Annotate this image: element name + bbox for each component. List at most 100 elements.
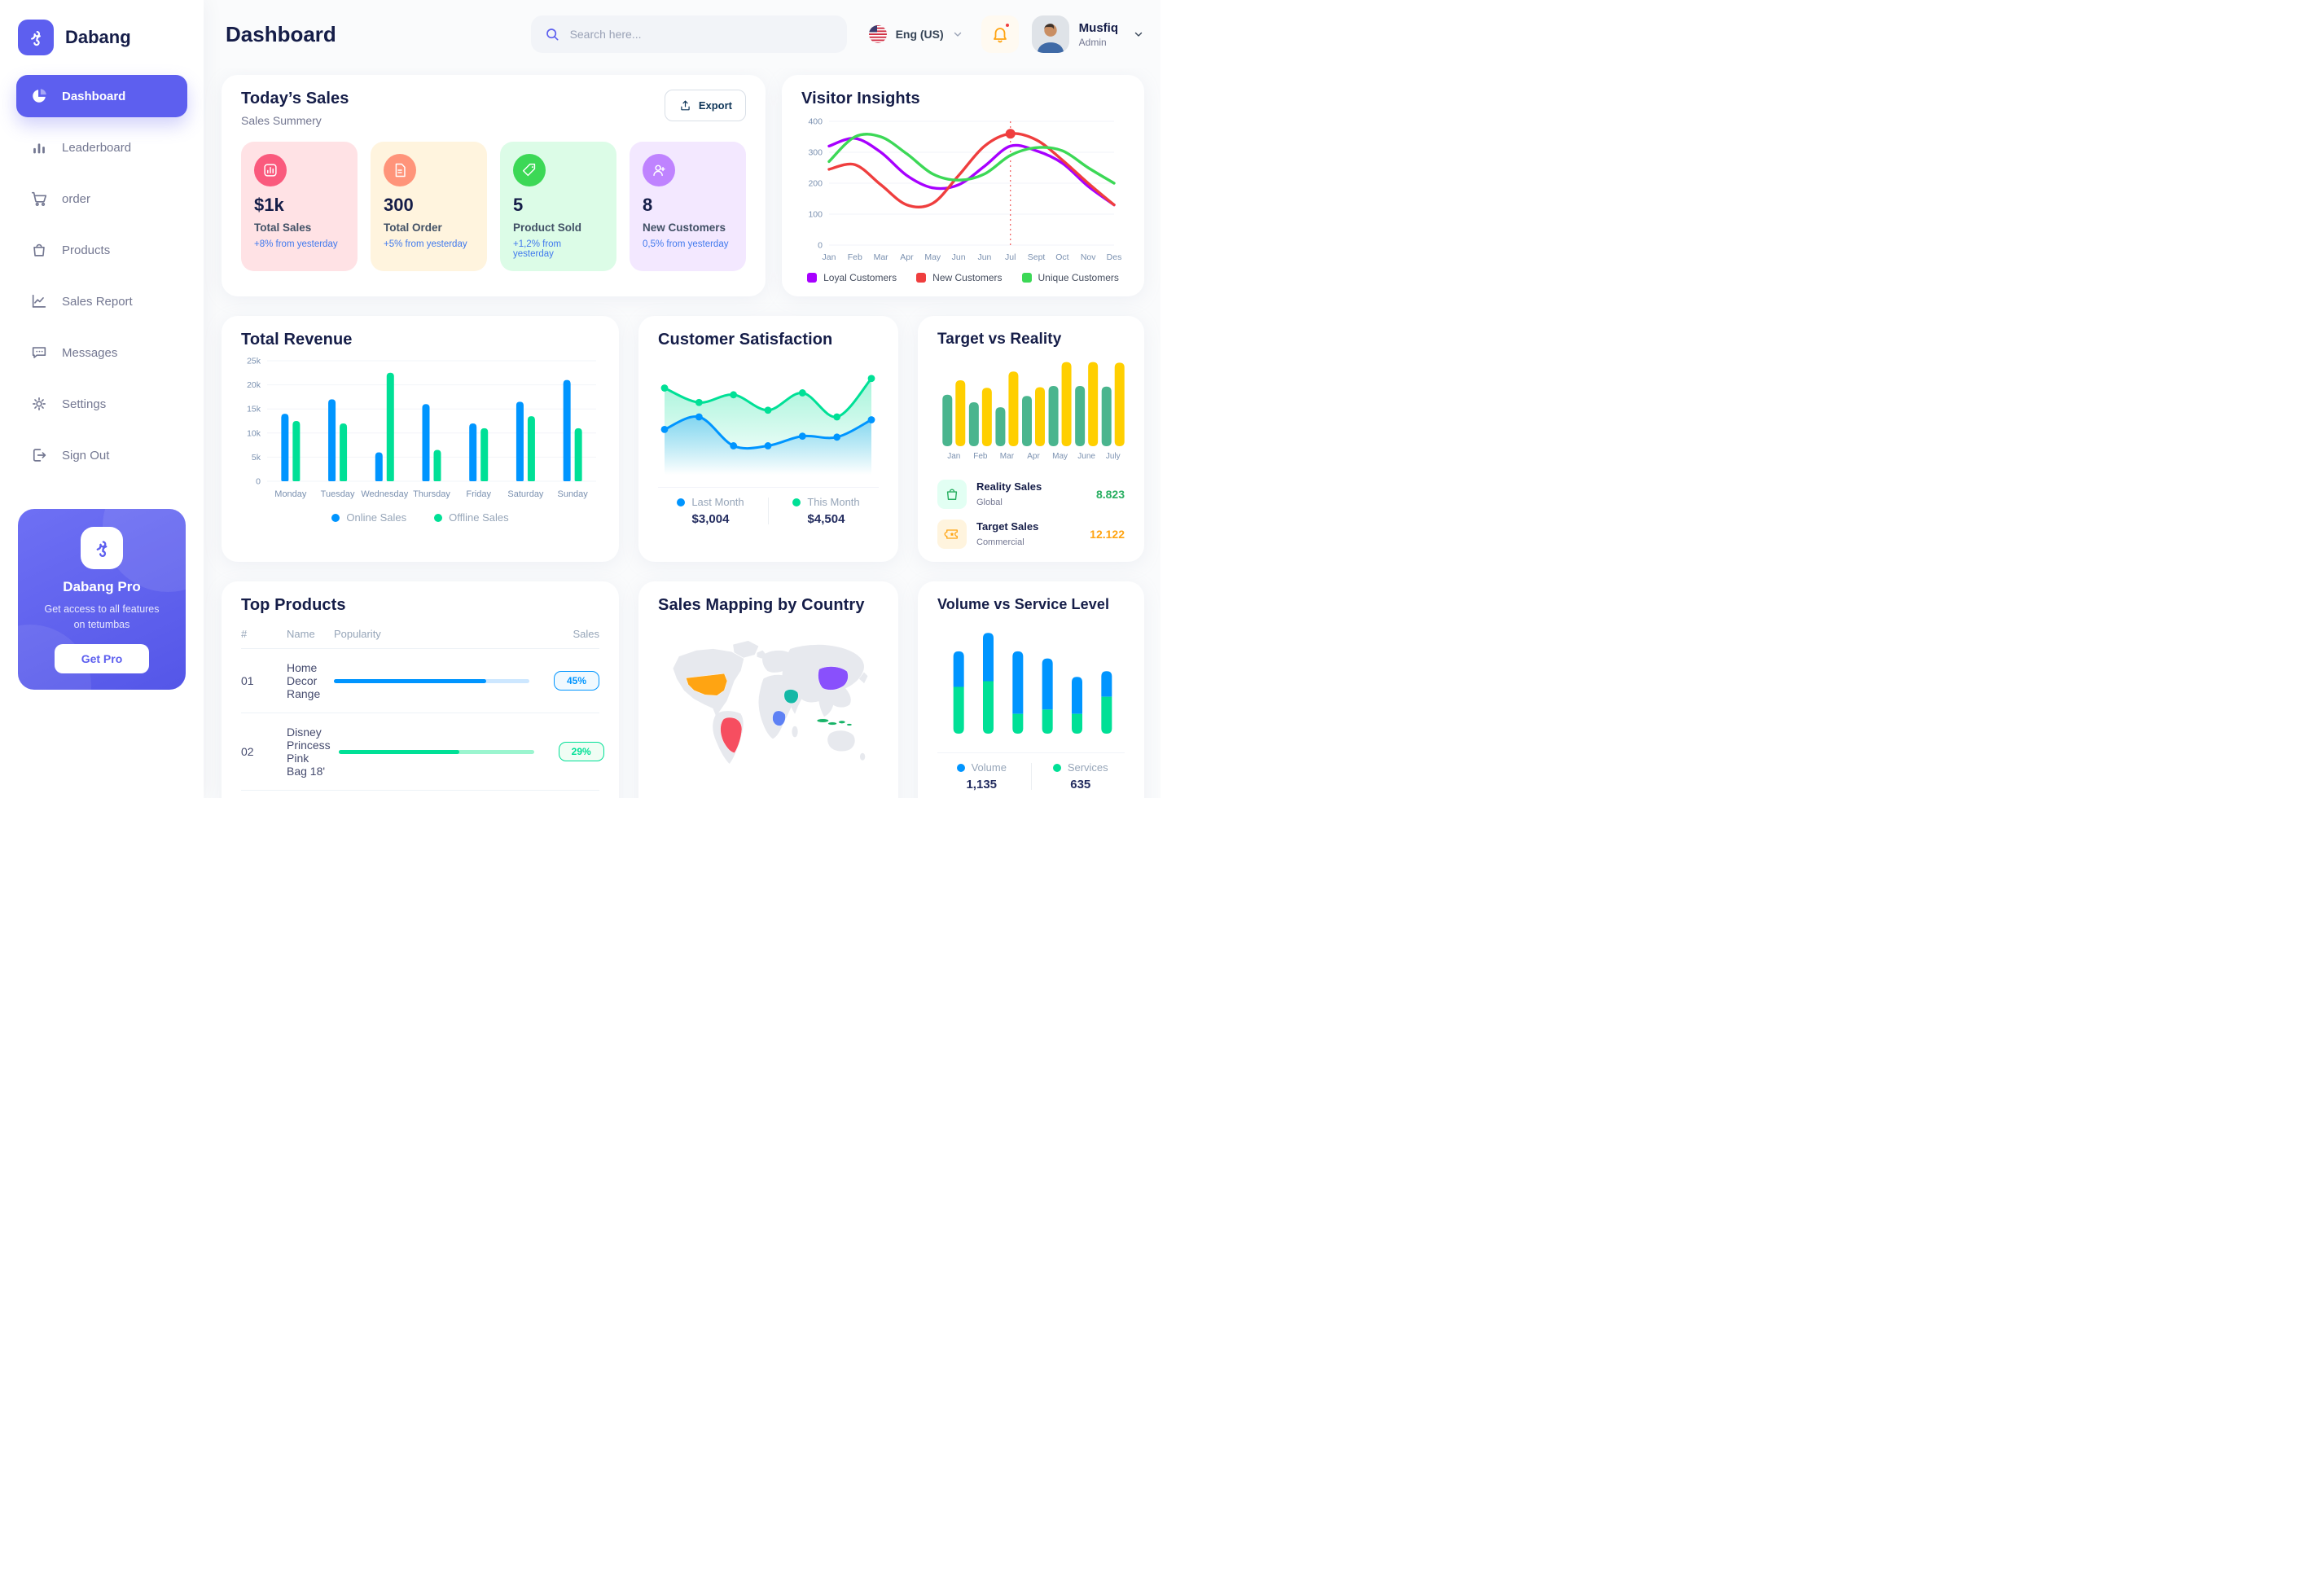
legend-bag-icon: [937, 480, 967, 509]
svg-text:May: May: [924, 252, 941, 262]
svg-text:Sept: Sept: [1028, 252, 1046, 262]
legend-item: Loyal Customers: [807, 272, 897, 283]
user-menu[interactable]: Musfiq Admin: [1031, 15, 1144, 53]
product-name: Disney Princess Pink Bag 18': [287, 726, 331, 778]
total-revenue-chart: 0 5k 10k 15k 20k 25k Monday Tuesday Wednesday Thu…: [241, 354, 599, 508]
search-icon: [544, 26, 560, 42]
sidebar-item-sales-report[interactable]: Sales Report: [16, 280, 187, 322]
stat-value: 300: [384, 195, 414, 215]
svg-text:Feb: Feb: [973, 452, 988, 461]
ticket-icon: [937, 520, 967, 549]
sidebar-item-dashboard[interactable]: Dashboard: [16, 75, 187, 117]
visitor-insights-title: Visitor Insights: [801, 90, 920, 107]
stat-cards: $1k Total Sales +8% from yesterday 300 Total…: [241, 142, 746, 271]
svg-text:Jun: Jun: [977, 252, 991, 262]
search-box[interactable]: [530, 15, 847, 53]
legend-swatch: [916, 273, 927, 283]
stat-card-total-sales: $1k Total Sales +8% from yesterday: [241, 142, 358, 271]
legend-divider: [768, 498, 769, 524]
page-title: Dashboard: [226, 21, 336, 46]
svg-text:Apr: Apr: [1027, 452, 1040, 461]
svg-text:300: 300: [808, 148, 823, 158]
chat-icon: [29, 343, 49, 362]
brand-name: Dabang: [65, 27, 131, 47]
chevron-down-icon: [1133, 28, 1144, 40]
sidebar-item-products[interactable]: Products: [16, 229, 187, 271]
pro-card: Dabang Pro Get access to all features on…: [18, 509, 186, 690]
legend-sub: Global: [976, 498, 1003, 507]
svg-text:Tuesday: Tuesday: [321, 489, 355, 499]
sidebar-item-settings[interactable]: Settings: [16, 383, 187, 425]
sales-mapping-card: Sales Mapping by Country: [638, 581, 898, 798]
volume-service-legend: Volume 1,135 Services 635: [937, 752, 1125, 791]
popularity-fill: [334, 678, 487, 683]
legend-item: This Month $4,504: [774, 496, 879, 526]
notifications-button[interactable]: [981, 15, 1019, 53]
legend-dot: [677, 498, 686, 506]
sidebar-item-label: Settings: [62, 397, 107, 411]
product-name: Home Decor Range: [287, 661, 321, 700]
sidebar-item-messages[interactable]: Messages: [16, 331, 187, 374]
target-vs-reality-card: Target vs Reality Jan Feb Mar Apr May June Jul…: [918, 316, 1144, 562]
get-pro-button[interactable]: Get Pro: [55, 643, 149, 673]
top-products-rows: 01 Home Decor Range 45% 02 Disney Princess P…: [241, 649, 604, 798]
customer-satisfaction-chart: [658, 354, 879, 479]
svg-text:Feb: Feb: [848, 252, 862, 262]
sidebar-item-order[interactable]: order: [16, 178, 187, 220]
svg-text:0: 0: [256, 477, 261, 487]
product-row: 01 Home Decor Range 45%: [241, 649, 599, 713]
customer-satisfaction-title: Customer Satisfaction: [658, 331, 833, 349]
legend-card-target-sales: Target Sales Commercial 12.122: [937, 520, 1125, 549]
total-revenue-legend: Online Sales Offline Sales: [241, 511, 599, 524]
customer-satisfaction-legend: Last Month $3,004 This Month $4,504: [658, 487, 879, 526]
pro-title: Dabang Pro: [63, 579, 141, 594]
user-meta: Musfiq Admin: [1079, 21, 1118, 48]
sidebar-item-label: Messages: [62, 345, 118, 360]
sidebar-item-sign-out[interactable]: Sign Out: [16, 434, 187, 476]
sidebar-item-label: Products: [62, 243, 111, 257]
svg-text:Monday: Monday: [274, 489, 307, 499]
stat-card-new-customers: 8 New Customers 0,5% from yesterday: [630, 142, 746, 271]
legend-divider: [1030, 763, 1032, 790]
user-role: Admin: [1078, 36, 1107, 48]
svg-text:Mar: Mar: [874, 252, 889, 262]
legend-item: Volume 1,135: [937, 761, 1026, 791]
product-row: 02 Disney Princess Pink Bag 18' 29%: [241, 713, 604, 791]
app-root: Dabang Dashboard Leaderboard order Products…: [0, 0, 1160, 798]
stats-icon: [254, 154, 287, 186]
visitor-insights-chart: 0 100 200 300 400 Jan Feb Mar Apr May Jun Jun Jul Sep…: [801, 113, 1125, 270]
stat-delta: +5% from yesterday: [384, 239, 467, 249]
sidebar-item-label: Dashboard: [62, 89, 126, 103]
svg-text:Jun: Jun: [952, 252, 966, 262]
new-customer-icon: [643, 154, 675, 186]
popularity-bar: [334, 678, 529, 683]
legend-name: Reality Sales: [976, 480, 1042, 493]
export-button[interactable]: Export: [664, 90, 746, 121]
bell-icon: [993, 28, 1007, 43]
svg-text:Friday: Friday: [466, 489, 491, 499]
target-vs-reality-chart: Jan Feb Mar Apr May June July: [937, 353, 1125, 468]
svg-text:Apr: Apr: [900, 252, 914, 262]
today-sales-subtitle: Sales Summery: [241, 114, 322, 127]
content: Today’s Sales Sales Summery Export $1k To…: [204, 68, 1160, 798]
legend-swatch: [807, 273, 818, 283]
sidebar-item-leaderboard[interactable]: Leaderboard: [16, 126, 187, 169]
legend-value: 1,135: [966, 778, 998, 791]
stat-label: Product Sold: [513, 221, 581, 234]
legend-dot: [331, 513, 340, 522]
legend-dot: [956, 763, 965, 772]
sidebar-nav: Dashboard Leaderboard order Products Sales R…: [0, 72, 204, 476]
legend-value: $4,504: [807, 512, 845, 526]
volume-service-card: Volume vs Service Level Volume 1,135 Servi…: [918, 581, 1144, 798]
top-products-header: # Name Popularity Sales: [241, 628, 599, 649]
search-input[interactable]: [568, 27, 834, 42]
stat-label: New Customers: [643, 221, 726, 234]
avatar: [1031, 15, 1069, 53]
target-vs-reality-title: Target vs Reality: [937, 331, 1062, 348]
legend-card-reality-sales: Reality Sales Global 8.823: [937, 480, 1125, 509]
product-num: 01: [241, 674, 254, 687]
svg-text:June: June: [1077, 452, 1095, 461]
language-selector[interactable]: Eng (US): [868, 24, 963, 44]
main-area: Dashboard Eng (US) Mu: [204, 0, 1160, 798]
user-name: Musfiq: [1078, 20, 1118, 35]
